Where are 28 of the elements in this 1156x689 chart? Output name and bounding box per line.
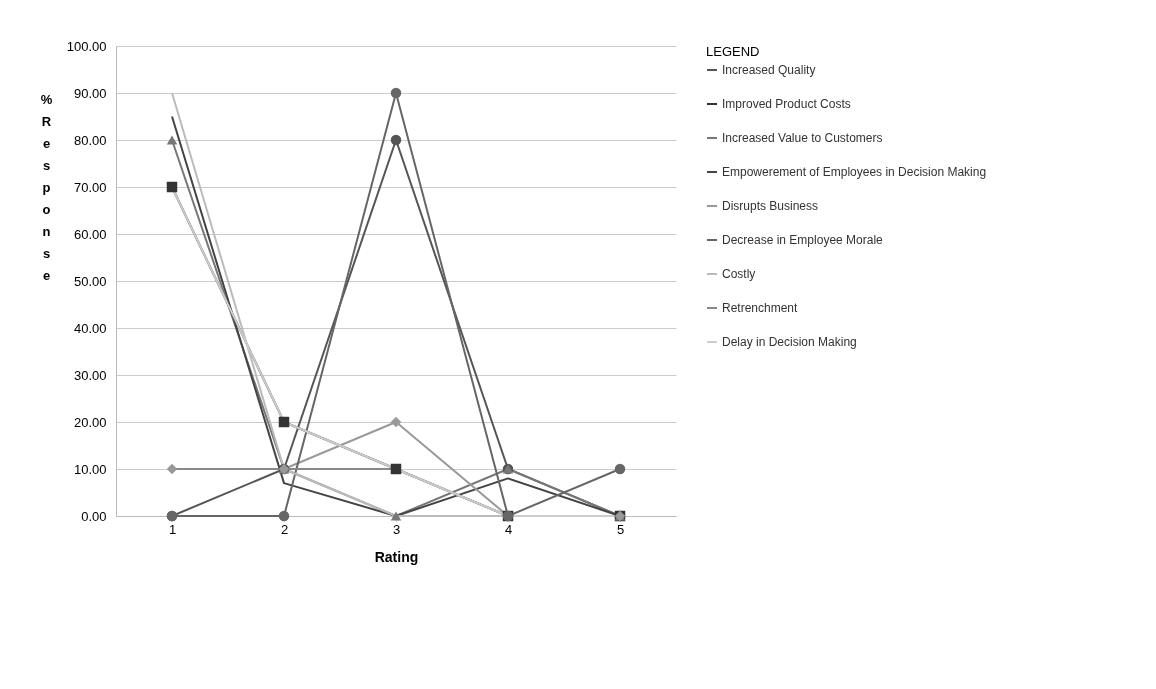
y-tick-label: 10.00 [73, 461, 107, 477]
y-tick-label: 30.00 [73, 367, 107, 383]
y-tick-label: 70.00 [73, 179, 107, 195]
legend-label: Delay in Decision Making [722, 335, 857, 349]
legend-label: Retrenchment [722, 301, 799, 315]
text: % Response [40, 91, 53, 283]
x-tick-label: 1 [168, 521, 177, 537]
x-tick-label: 5 [616, 521, 625, 537]
legend-title: LEGEND [706, 44, 760, 59]
y-tick-label: 40.00 [73, 320, 107, 336]
legend-label: Decrease in Employee Morale [722, 233, 884, 247]
y-tick-label: 50.00 [73, 273, 107, 289]
x-tick-label: 4 [504, 521, 513, 537]
y-tick-label: 60.00 [73, 226, 107, 242]
legend-label: Disrupts Business [722, 199, 819, 213]
x-tick-label: 2 [280, 521, 289, 537]
y-tick-label: 80.00 [73, 132, 107, 148]
legend-label: Costly [722, 267, 756, 281]
legend-label: Increased Value to Customers [722, 131, 883, 145]
y-tick-label: 0.00 [81, 508, 107, 524]
y-tick-label: 90.00 [73, 85, 107, 101]
legend-label: Empowerement of Employees in Decision Making [722, 165, 987, 179]
y-tick-label: 100.00 [66, 38, 107, 54]
y-tick-label: 20.00 [73, 414, 107, 430]
legend-label: Increased Quality [722, 63, 816, 77]
x-tick-label: 3 [392, 521, 401, 537]
x-axis-title: Rating [374, 548, 419, 565]
legend-label: Improved Product Costs [722, 97, 851, 111]
